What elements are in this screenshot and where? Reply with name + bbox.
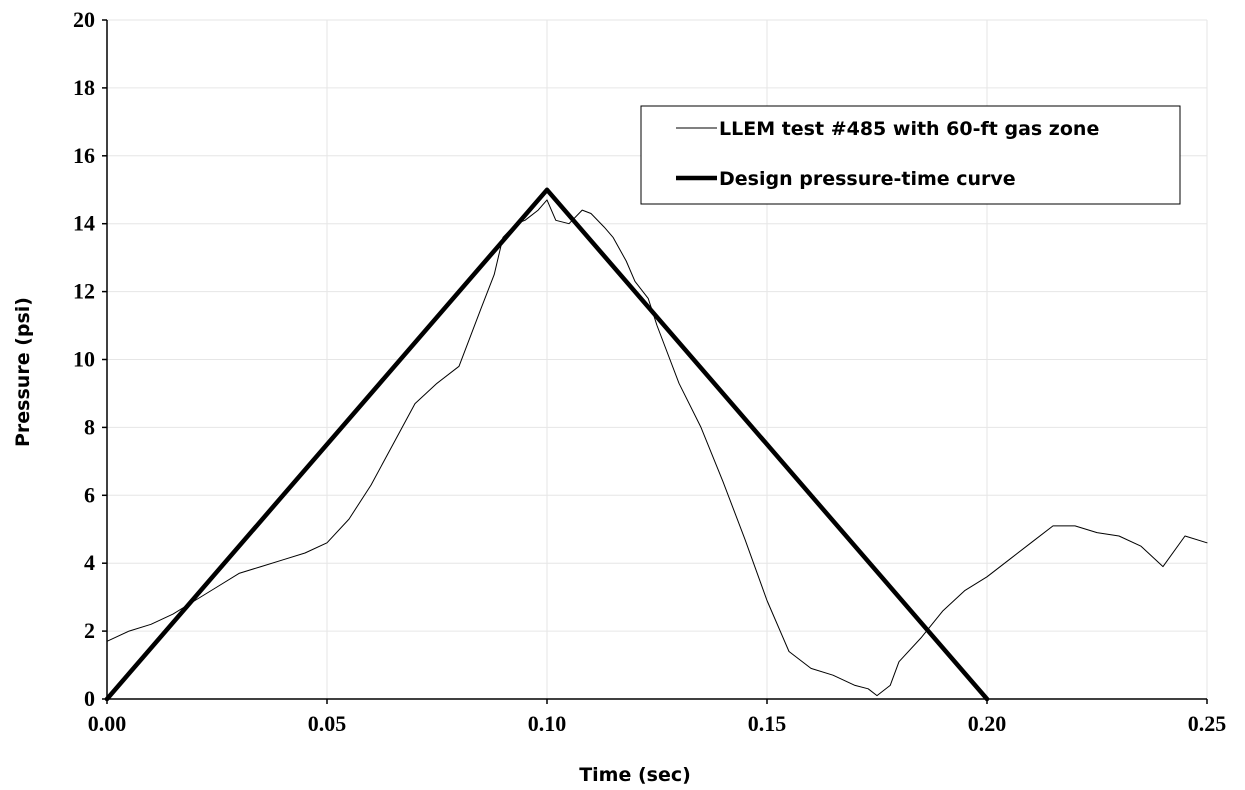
legend-box xyxy=(640,105,1181,205)
series-line-llem-test xyxy=(106,199,1208,697)
y-tick-label: 14 xyxy=(73,211,95,236)
x-tick-label: 0.00 xyxy=(88,711,127,736)
x-axis-title: Time (sec) xyxy=(579,764,691,786)
legend-label-design-curve: Design pressure-time curve xyxy=(719,168,1016,190)
y-tick-label: 4 xyxy=(84,550,95,575)
legend-label-llem-test: LLEM test #485 with 60-ft gas zone xyxy=(719,118,1099,140)
y-tick-label: 10 xyxy=(73,347,95,372)
y-tick-label: 2 xyxy=(84,618,95,643)
y-tick-label: 0 xyxy=(84,686,95,711)
y-axis-title: Pressure (psi) xyxy=(12,297,34,447)
x-tick-label: 0.25 xyxy=(1188,711,1227,736)
y-tick-label: 12 xyxy=(73,279,95,304)
x-tick-label: 0.05 xyxy=(308,711,347,736)
y-tick-label: 18 xyxy=(73,75,95,100)
x-tick-label: 0.20 xyxy=(968,711,1007,736)
y-tick-label: 8 xyxy=(84,414,95,439)
legend: LLEM test #485 with 60-ft gas zone Desig… xyxy=(640,105,1181,205)
series-layer xyxy=(104,187,1208,702)
grid-layer xyxy=(107,19,1208,699)
y-tick-label: 16 xyxy=(73,143,95,168)
ticks-layer: 0 2 4 6 8 10 12 14 16 18 20 0.00 0.05 0.10 0.15 0.20 0.2… xyxy=(73,7,1226,736)
x-tick-label: 0.15 xyxy=(748,711,787,736)
y-tick-label: 20 xyxy=(73,7,95,32)
x-tick-label: 0.10 xyxy=(528,711,567,736)
series-line-design-curve xyxy=(104,187,990,702)
y-tick-label: 6 xyxy=(84,482,95,507)
